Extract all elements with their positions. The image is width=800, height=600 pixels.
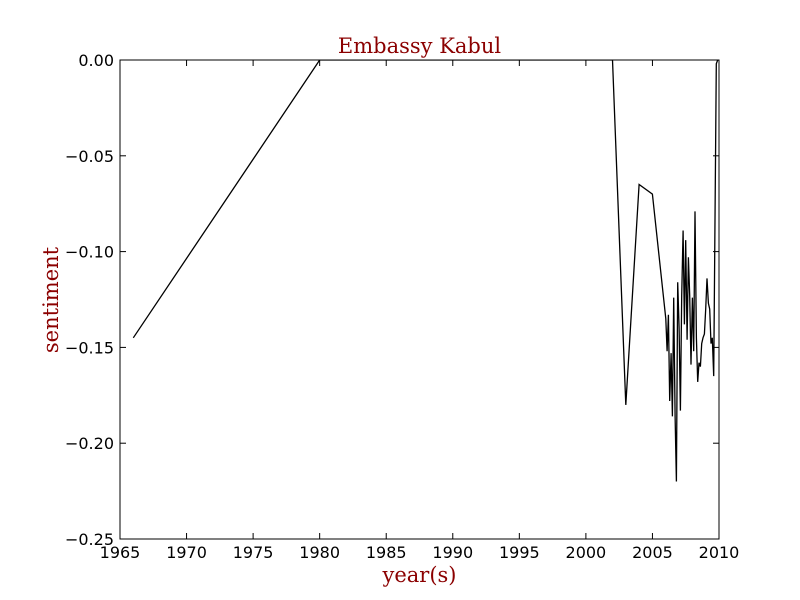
y-tick-label: 0.00 [78,51,114,70]
x-tick-label: 1995 [499,543,540,562]
x-tick-label: 1970 [166,543,207,562]
y-tick-label: −0.25 [65,530,114,549]
x-tick-label: 1985 [366,543,407,562]
y-tick-label: −0.15 [65,338,114,357]
x-tick-label: 1965 [100,543,141,562]
x-axis-ticks: 1965 1970 1975 1980 1985 1990 1995 2000 2005 2010 [100,60,740,562]
y-axis-label: sentiment [39,246,63,353]
x-tick-label: 1990 [432,543,473,562]
plot-frame [119,59,720,540]
x-tick-label: 1975 [233,543,274,562]
sentiment-series-line [132,60,719,482]
x-tick-label: 1980 [299,543,340,562]
y-tick-label: −0.05 [65,147,114,166]
y-tick-label: −0.10 [65,243,114,262]
x-tick-label: 2005 [632,543,673,562]
x-tick-label: 2000 [566,543,607,562]
plot-background [120,60,719,539]
y-tick-label: −0.20 [65,434,114,453]
x-tick-label: 2010 [699,543,740,562]
x-axis-label: year(s) [381,563,456,587]
chart-title: Embassy Kabul [338,34,501,58]
y-axis-ticks: 0.00 −0.05 −0.10 −0.15 −0.20 −0.25 [65,51,719,549]
plot-area [119,59,720,540]
